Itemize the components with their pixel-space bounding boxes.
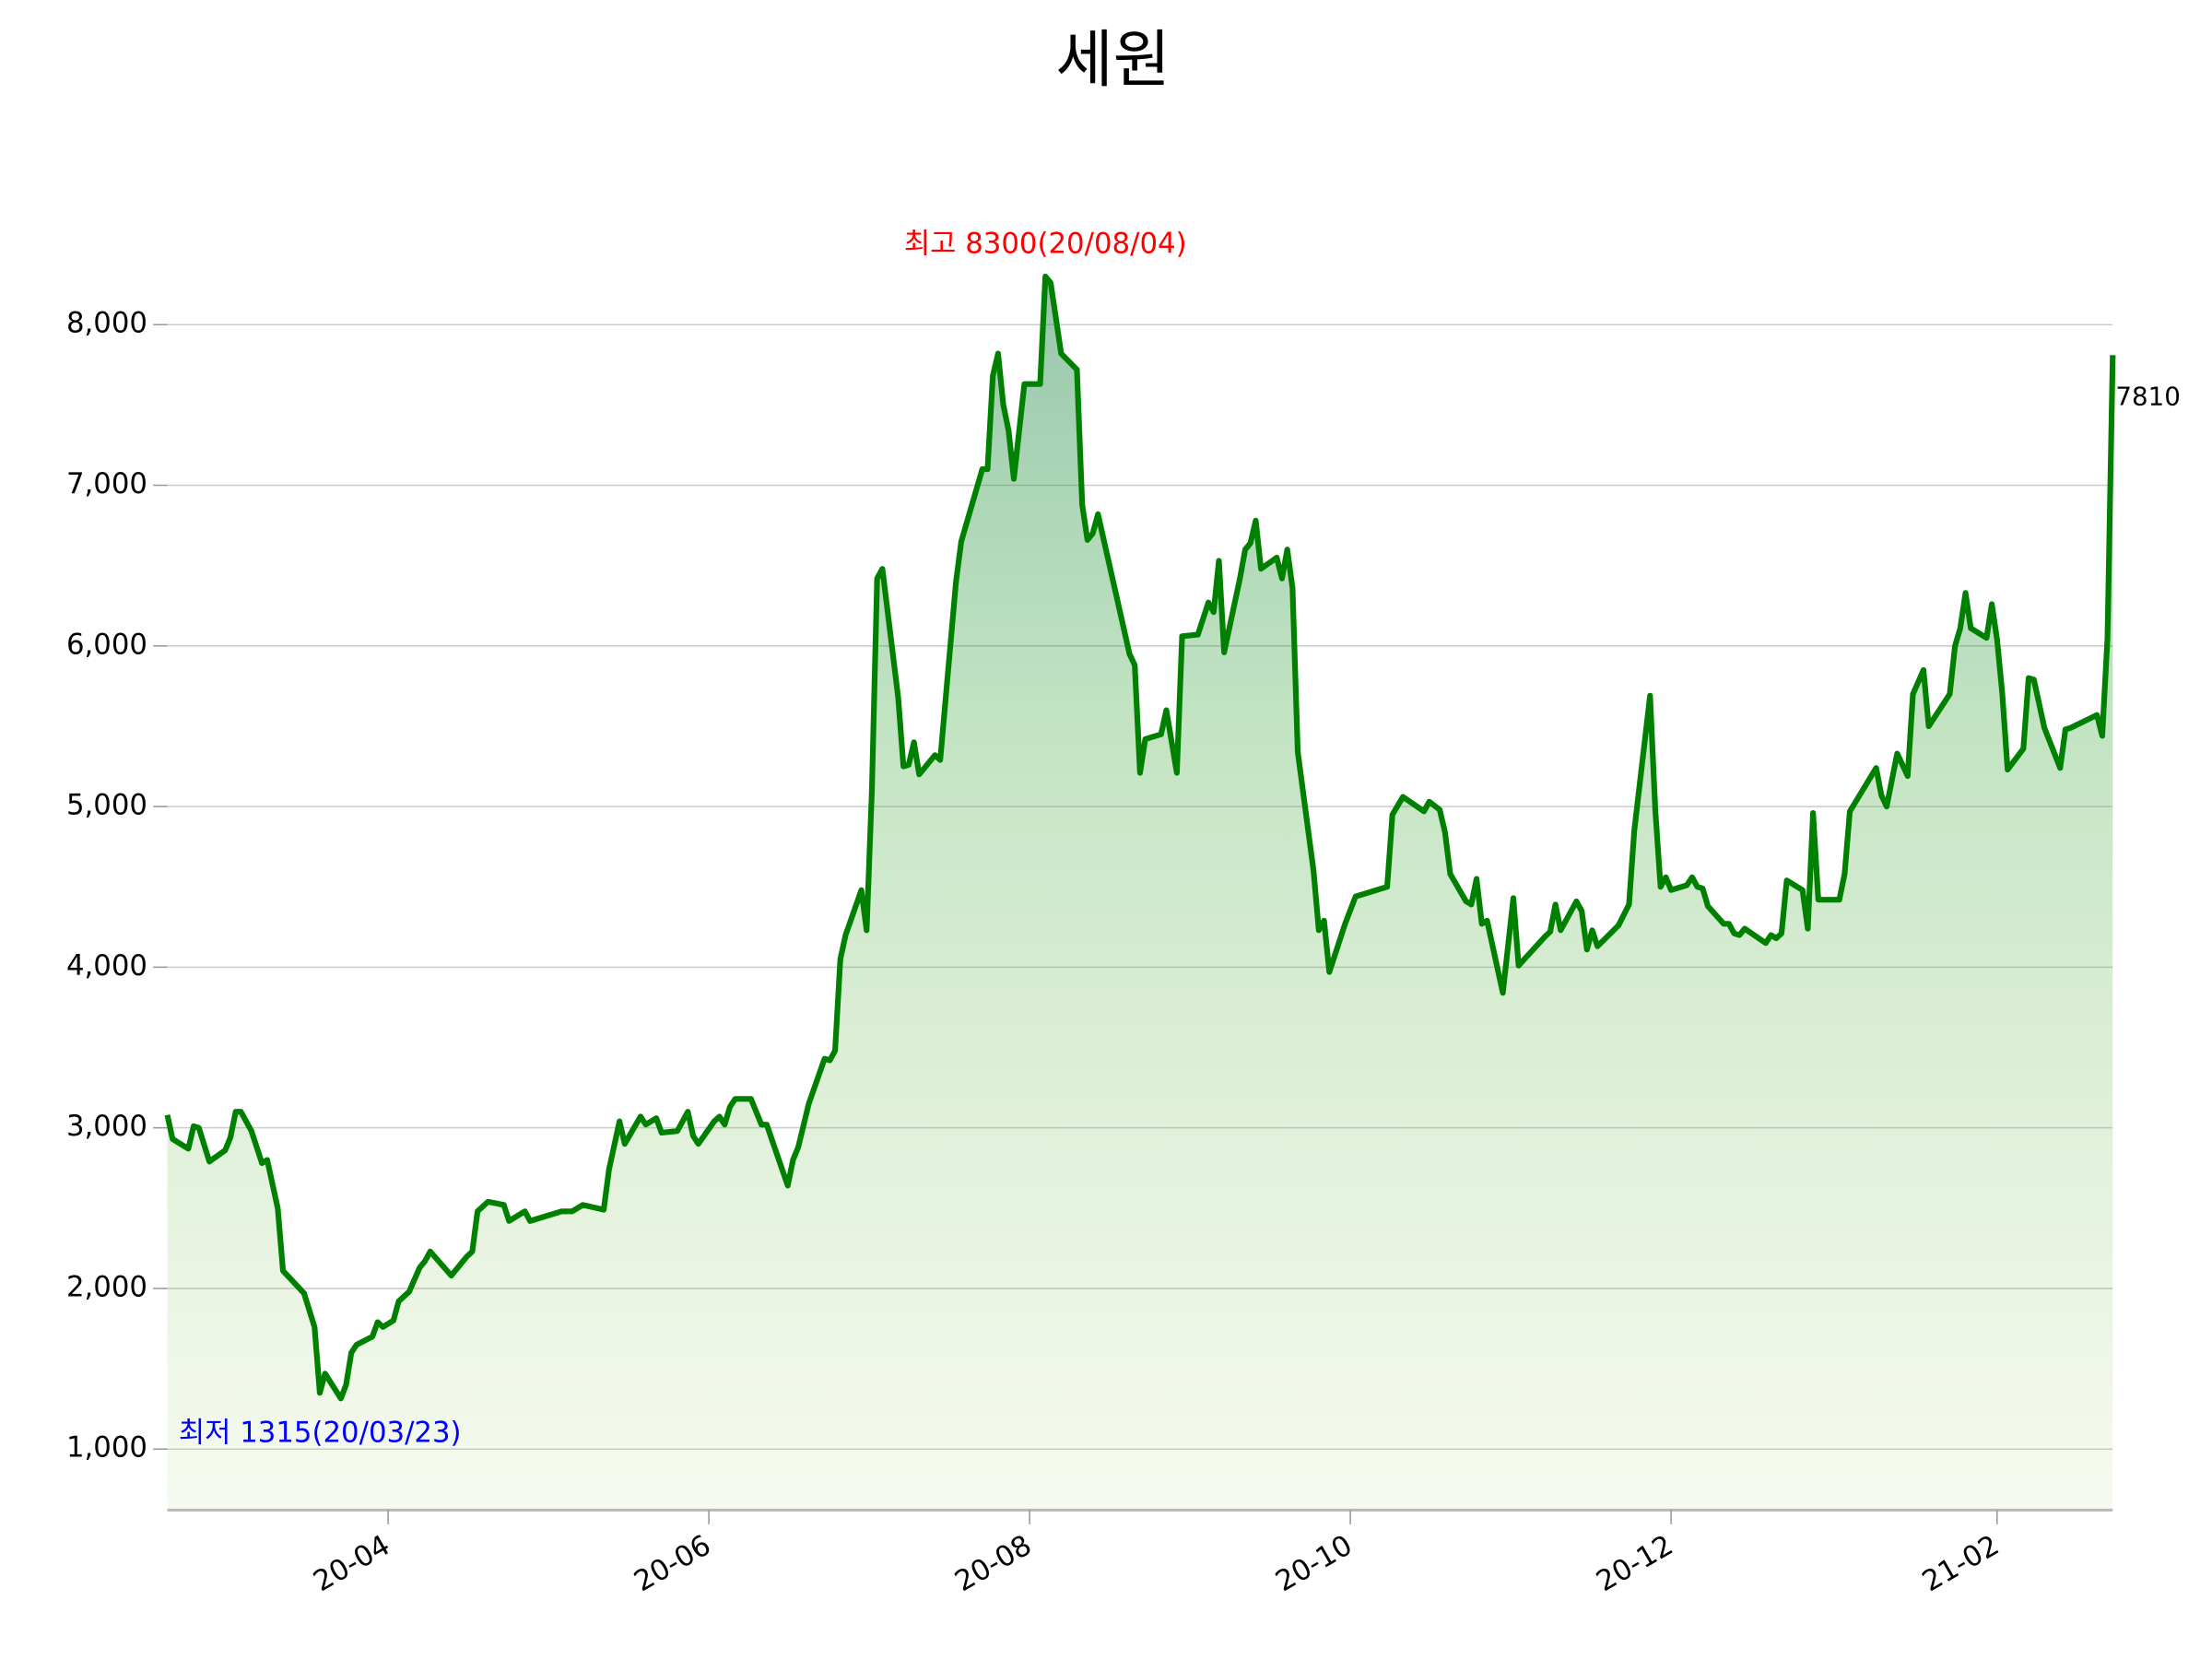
x-tick-label: 21-02	[1917, 1528, 2005, 1598]
x-tick-label: 20-04	[308, 1528, 395, 1598]
y-tick-label: 6,000	[66, 628, 147, 661]
x-tick-label: 20-12	[1591, 1528, 1678, 1598]
y-tick-label: 7,000	[66, 467, 147, 500]
x-tick-label: 20-08	[949, 1528, 1037, 1598]
max-annotation: 최고 8300(20/08/04)	[904, 228, 1187, 261]
y-tick-label: 3,000	[66, 1110, 147, 1143]
y-tick-label: 5,000	[66, 789, 147, 822]
y-tick-label: 2,000	[66, 1270, 147, 1303]
x-tick-label: 20-10	[1270, 1528, 1358, 1598]
line	[164, 273, 2116, 1402]
x-tick-label: 20-06	[629, 1528, 716, 1598]
min-annotation: 최저 1315(20/03/23)	[179, 1416, 462, 1449]
y-tick-label: 4,000	[66, 949, 147, 982]
chart-title: 세원	[1055, 23, 1171, 96]
last-annotation: 7810	[2115, 382, 2180, 412]
area	[167, 276, 2113, 1511]
y-tick-label: 1,000	[66, 1431, 147, 1465]
y-tick-label: 8,000	[66, 307, 147, 340]
